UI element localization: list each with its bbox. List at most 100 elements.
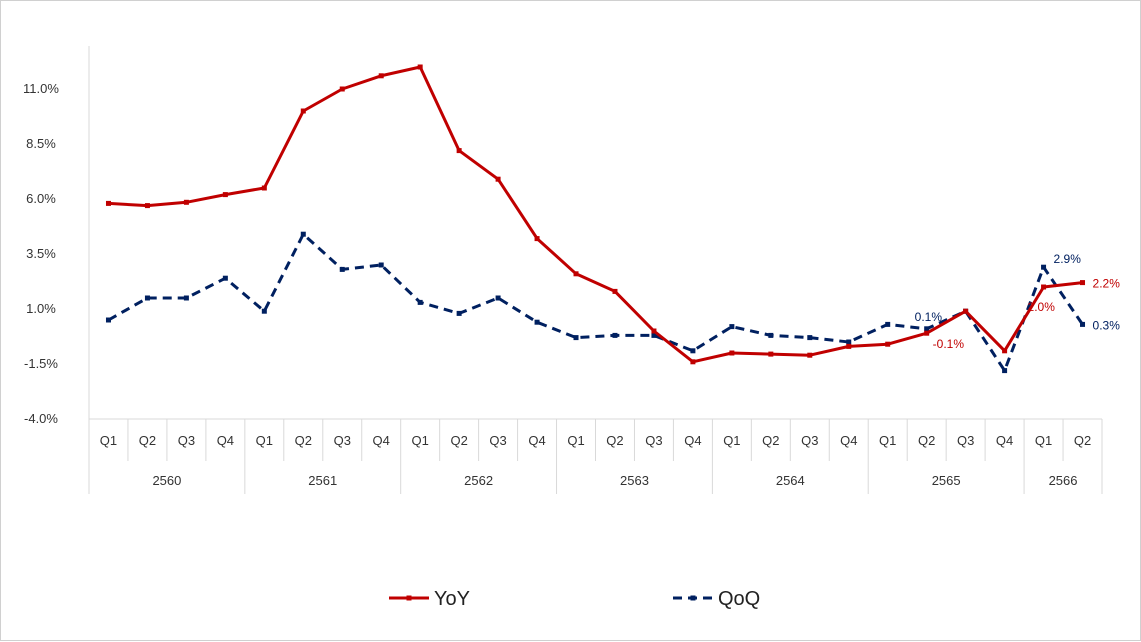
yoy-point — [1041, 284, 1047, 290]
x-tick-label: Q1 — [412, 433, 429, 448]
year-label: 2564 — [776, 473, 805, 488]
yoy-point — [417, 64, 423, 70]
qoq-point — [846, 339, 852, 345]
year-label: 2560 — [152, 473, 181, 488]
qoq-point — [339, 266, 345, 272]
legend-marker-yoy — [406, 595, 412, 601]
yoy-point — [183, 199, 189, 205]
year-label: 2561 — [308, 473, 337, 488]
yoy-point — [300, 108, 306, 114]
qoq-point — [573, 335, 579, 341]
qoq-point — [885, 321, 891, 327]
qoq-point — [651, 332, 657, 338]
yoy-point — [846, 343, 852, 349]
x-tick-label: Q4 — [217, 433, 234, 448]
x-tick-label: Q4 — [373, 433, 390, 448]
yoy-point — [690, 359, 696, 365]
qoq-point — [144, 295, 150, 301]
qoq-data-label: 2.9% — [1054, 252, 1082, 266]
yoy-point — [729, 350, 735, 356]
qoq-data-label: 0.3% — [1093, 318, 1121, 332]
yoy-point — [456, 148, 462, 154]
x-tick-label: Q2 — [139, 433, 156, 448]
qoq-point — [222, 275, 228, 281]
x-tick-label: Q4 — [996, 433, 1013, 448]
yoy-point — [807, 352, 813, 358]
x-tick-label: Q2 — [762, 433, 779, 448]
qoq-series-line — [107, 232, 1084, 373]
yoy-point — [768, 351, 774, 357]
yoy-point — [573, 271, 579, 277]
x-tick-label: Q3 — [178, 433, 195, 448]
qoq-point — [1080, 321, 1086, 327]
y-tick-label: 11.0% — [23, 81, 59, 96]
qoq-point — [417, 299, 423, 305]
x-tick-label: Q2 — [918, 433, 935, 448]
y-tick-label: 8.5% — [26, 136, 56, 151]
x-tick-label: Q2 — [450, 433, 467, 448]
x-tick-label: Q1 — [723, 433, 740, 448]
x-tick-label: Q4 — [840, 433, 857, 448]
qoq-point — [807, 335, 813, 341]
x-tick-label: Q3 — [645, 433, 662, 448]
x-tick-label: Q2 — [606, 433, 623, 448]
yoy-point — [1002, 348, 1008, 354]
yoy-point — [612, 288, 618, 294]
qoq-point — [105, 317, 111, 323]
yoy-series-line — [108, 65, 1083, 364]
yoy-data-label: 2.2% — [1093, 277, 1121, 291]
year-label: 2565 — [932, 473, 961, 488]
x-tick-label: Q1 — [1035, 433, 1052, 448]
legend-label-qoq: QoQ — [718, 588, 760, 610]
qoq-point — [612, 332, 618, 338]
x-tick-label: Q4 — [528, 433, 545, 448]
yoy-point — [534, 236, 540, 242]
x-tick-label: Q4 — [684, 433, 701, 448]
qoq-point — [378, 262, 384, 268]
x-tick-label: Q3 — [334, 433, 351, 448]
x-tick-label: Q1 — [100, 433, 117, 448]
yoy-point — [651, 328, 657, 334]
x-tick-label: Q2 — [295, 433, 312, 448]
legend-label-yoy: YoY — [434, 588, 470, 610]
qoq-point — [300, 231, 306, 237]
qoq-point — [1041, 264, 1047, 270]
yoy-point — [105, 200, 111, 206]
qoq-point — [495, 295, 501, 301]
x-tick-label: Q3 — [957, 433, 974, 448]
qoq-data-label: 0.1% — [915, 310, 943, 324]
y-tick-label: -1.5% — [24, 356, 58, 371]
x-tick-label: Q3 — [489, 433, 506, 448]
yoy-point — [495, 176, 501, 182]
x-tick-label: Q1 — [256, 433, 273, 448]
yoy-data-label: -0.1% — [933, 337, 965, 351]
y-tick-label: 6.0% — [26, 191, 56, 206]
y-tick-label: -4.0% — [24, 411, 58, 426]
qoq-point — [690, 348, 696, 354]
yoy-point — [924, 330, 930, 336]
x-tick-label: Q1 — [879, 433, 896, 448]
yoy-point — [1080, 280, 1086, 286]
qoq-point — [261, 308, 267, 314]
qoq-point — [183, 295, 189, 301]
year-label: 2562 — [464, 473, 493, 488]
yoy-point — [378, 73, 384, 79]
qoq-point — [924, 326, 930, 332]
year-label: 2563 — [620, 473, 649, 488]
y-tick-label: 3.5% — [26, 246, 56, 261]
yoy-point — [963, 308, 969, 314]
yoy-data-label: 2.0% — [1028, 300, 1056, 314]
x-tick-label: Q1 — [567, 433, 584, 448]
yoy-point — [261, 185, 267, 191]
yoy-point — [885, 341, 891, 347]
yoy-point — [144, 203, 150, 209]
qoq-point — [1002, 368, 1008, 374]
qoq-point — [456, 310, 462, 316]
year-label: 2566 — [1049, 473, 1078, 488]
qoq-point — [534, 319, 540, 325]
y-tick-label: 1.0% — [26, 301, 56, 316]
yoy-point — [222, 192, 228, 198]
x-tick-label: Q2 — [1074, 433, 1091, 448]
